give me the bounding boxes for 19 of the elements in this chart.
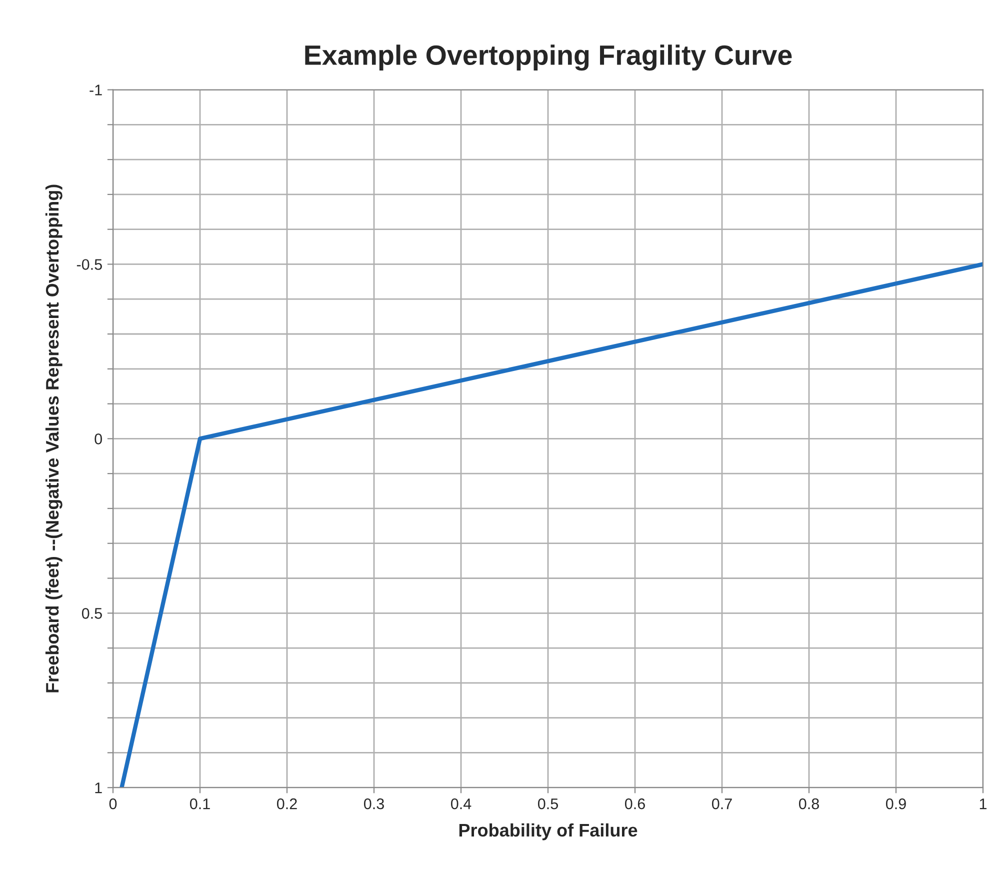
y-axis-title: Freeboard (feet) --(Negative Values Represent Overtopping) <box>45 184 62 692</box>
y-tick-label: 1 <box>95 782 102 794</box>
x-tick-label: 0.5 <box>538 798 558 810</box>
y-tick-label: -1 <box>90 84 102 96</box>
x-tick-label: 0.3 <box>364 798 384 810</box>
y-tick-label: -0.5 <box>76 259 102 270</box>
chart-title: Example Overtopping Fragility Curve <box>305 44 792 71</box>
x-tick-label: 0.2 <box>276 798 297 810</box>
y-tick-label: 0.5 <box>82 608 102 619</box>
x-axis-title: Probability of Failure <box>459 823 638 840</box>
x-tick-label: 0.4 <box>450 798 472 810</box>
x-tick-label: 0.1 <box>190 798 210 810</box>
x-tick-label: 0.9 <box>886 798 906 810</box>
x-tick-label: 0.7 <box>712 798 732 810</box>
x-tick-label: 0 <box>109 798 117 810</box>
x-tick-label: 0.6 <box>624 798 645 810</box>
y-tick-label: 0 <box>94 434 102 444</box>
x-tick-label: 1 <box>980 798 987 810</box>
x-tick-label: 0.8 <box>798 798 819 810</box>
